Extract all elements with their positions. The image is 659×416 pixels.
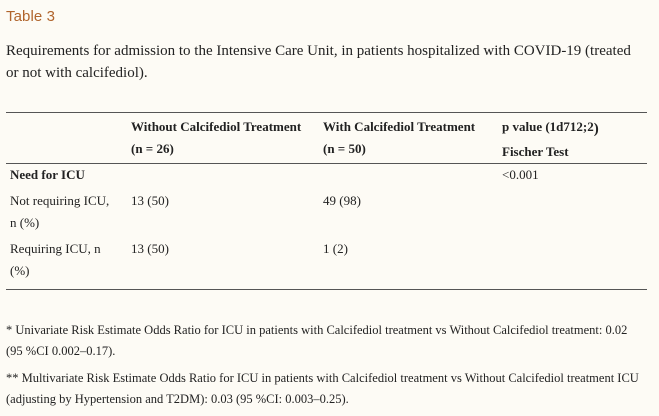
header-without-n: (n = 26) [131, 141, 174, 156]
header-p-value-title: p value (1d712;2 [502, 119, 594, 134]
header-with-title: With Calcifediol Treatment [323, 119, 476, 134]
header-with-n: (n = 50) [323, 141, 366, 156]
row-not-requiring-label-2: n (%) [10, 215, 40, 230]
row-requiring-label-2: (%) [10, 263, 30, 278]
row-not-requiring-without: 13 (50) [131, 193, 169, 208]
table-label: Table 3 [6, 8, 56, 25]
footnote-multivariate: ** Multivariate Risk Estimate Odds Ratio… [6, 371, 639, 406]
header-p-value-paren: ) [593, 121, 599, 137]
table-header-rule [6, 163, 647, 164]
row-requiring-without: 13 (50) [131, 241, 169, 256]
header-p-value-test: Fischer Test [502, 144, 569, 159]
table-bottom-rule [6, 289, 647, 290]
table-top-rule [6, 112, 647, 113]
header-without-title: Without Calcifediol Treatment [131, 119, 302, 134]
row-requiring-with: 1 (2) [323, 241, 348, 256]
header-p-value: p value (1d712;2) [502, 116, 599, 140]
row-need-icu-label: Need for ICU [10, 167, 85, 182]
footnote-univariate: * Univariate Risk Estimate Odds Ratio fo… [6, 323, 628, 358]
row-need-icu-p: <0.001 [502, 167, 539, 182]
table-caption: Requirements for admission to the Intens… [6, 43, 631, 81]
row-requiring-label-1: Requiring ICU, n [10, 241, 101, 256]
row-not-requiring-with: 49 (98) [323, 193, 361, 208]
row-not-requiring-label-1: Not requiring ICU, [10, 193, 110, 208]
